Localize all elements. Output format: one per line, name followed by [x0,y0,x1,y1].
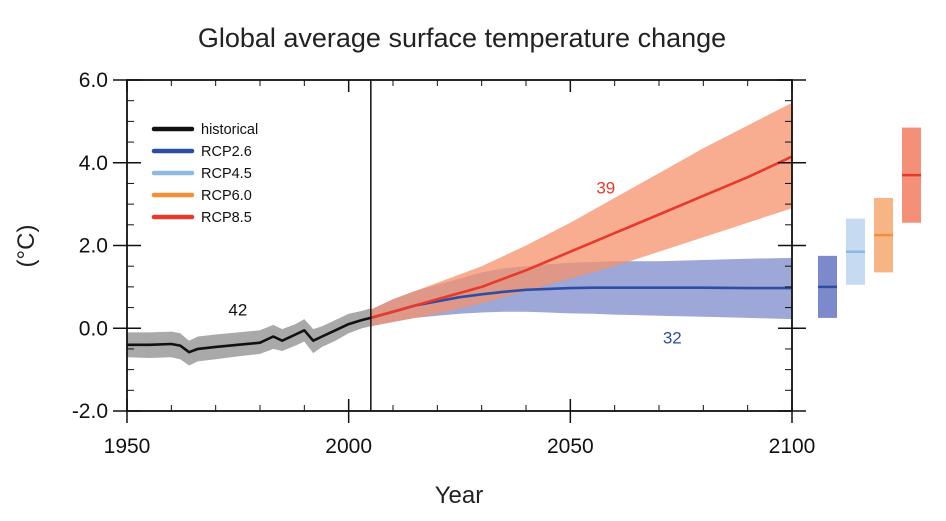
legend: historical RCP2.6 RCP4.5 RCP6.0 RCP8.5 [151,122,258,226]
rcp8-5-line [370,155,793,320]
count-labels: 42 32 39 [228,179,681,348]
y-axis-label: (°C) [13,225,40,268]
rcp2-6-model-count: 32 [663,328,682,347]
historical-line [127,316,372,354]
legend-label-historical: historical [201,122,258,138]
end-range-bars [818,127,921,318]
historical-band [127,308,371,366]
x-axis-label: Year [435,482,484,509]
x-tick-label: 2100 [769,435,816,458]
uncertainty-bands [127,102,792,366]
rcp8-5-band [370,102,792,327]
y-tick-label: 6.0 [79,69,108,92]
legend-label-rcp4-5: RCP4.5 [201,166,252,182]
y-tick-label: 4.0 [79,152,108,175]
chart-title: Global average surface temperature chang… [198,23,726,53]
y-tick-label: 0.0 [79,317,108,340]
x-tick-label: 2000 [325,435,372,458]
legend-label-rcp6-0: RCP6.0 [201,188,252,204]
series-lines [127,155,793,354]
y-tick-label: -2.0 [72,400,108,423]
legend-label-rcp2-6: RCP2.6 [201,144,252,160]
y-tick-label: 2.0 [79,235,108,258]
historical-model-count: 42 [228,301,247,320]
x-tick-label: 2050 [547,435,594,458]
rcp8-5-model-count: 39 [596,179,615,198]
legend-label-rcp8-5: RCP8.5 [201,210,252,226]
x-tick-label: 1950 [104,435,151,458]
axes: -2.0 0.0 2.0 4.0 6.0 1950 2000 2050 2100 [72,69,816,458]
